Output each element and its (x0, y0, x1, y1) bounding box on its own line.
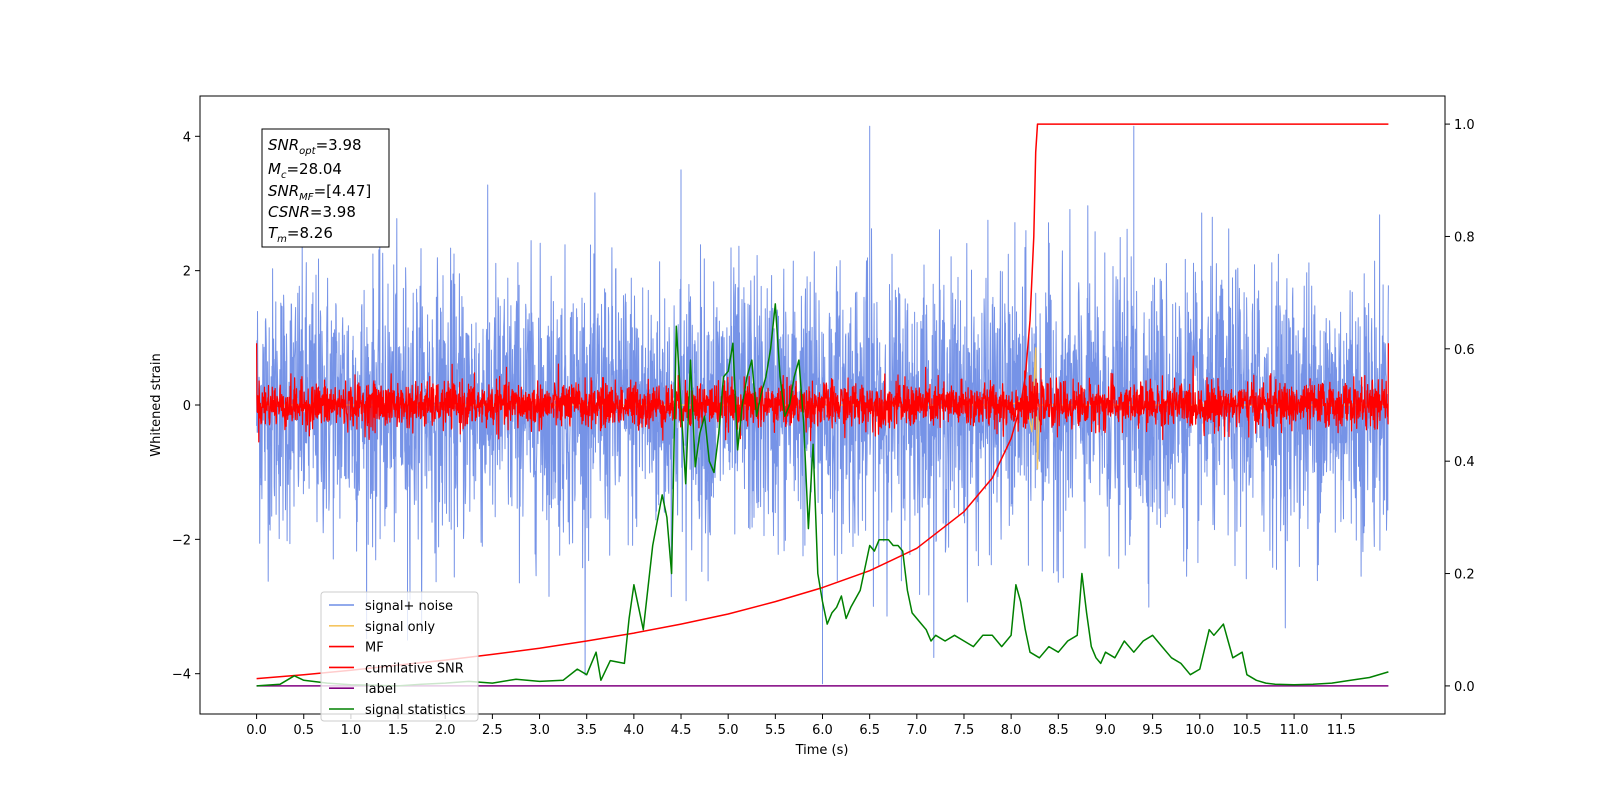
legend-label: signal statistics (365, 703, 466, 718)
x-axis-label: Time (s) (795, 743, 849, 758)
x-tick-label: 8.5 (1048, 723, 1069, 738)
annotation-snr-mf: SNRMF=[4.47] (268, 182, 371, 203)
annotation-mc: Mc=28.04 (268, 160, 342, 181)
y-right-tick-label: 0.0 (1454, 680, 1475, 695)
legend-label: label (365, 682, 396, 697)
y-axis-right: 0.0 0.2 0.4 0.6 0.8 1.0 (1445, 118, 1475, 695)
y-right-tick-label: 1.0 (1454, 118, 1475, 133)
y-left-tick-label: −2 (172, 533, 191, 548)
x-tick-label: 0.5 (293, 723, 314, 738)
y-left-tick-label: −4 (172, 668, 191, 683)
legend-frame (320, 591, 479, 722)
x-tick-label: 3.5 (576, 723, 597, 738)
x-tick-label: 7.0 (906, 723, 927, 738)
x-tick-label: 0.0 (246, 723, 267, 738)
y-right-tick-label: 0.4 (1454, 455, 1475, 470)
series-signal-statistics (256, 303, 1389, 687)
legend-label: cumilative SNR (365, 661, 464, 676)
legend-label: signal+ noise (365, 599, 453, 614)
x-tick-label: 2.5 (482, 723, 503, 738)
series-mf (256, 343, 1389, 443)
x-tick-label: 3.0 (529, 723, 550, 738)
x-tick-label: 9.0 (1095, 723, 1116, 738)
x-tick-label: 5.5 (765, 723, 786, 738)
x-tick-label: 2.0 (435, 723, 456, 738)
y-right-tick-label: 0.6 (1454, 343, 1475, 358)
annotation-box: SNRopt=3.98 Mc=28.04 SNRMF=[4.47] CSNR=3… (261, 128, 390, 248)
x-tick-label: 7.5 (954, 723, 975, 738)
x-tick-label: 5.0 (718, 723, 739, 738)
x-tick-label: 10.0 (1185, 723, 1214, 738)
x-tick-label: 6.5 (859, 723, 880, 738)
y-left-tick-label: 4 (183, 130, 191, 145)
legend-items: signal+ noise signal only MF cumilative SNR… (329, 599, 466, 718)
x-tick-label: 4.5 (671, 723, 692, 738)
x-tick-label: 8.0 (1001, 723, 1022, 738)
x-tick-label: 9.5 (1142, 723, 1163, 738)
x-tick-label: 1.5 (388, 723, 409, 738)
annotation-tm: Tm=8.26 (268, 224, 333, 245)
x-tick-label: 11.5 (1327, 723, 1356, 738)
y-axis-label: Whitened strain (149, 353, 164, 456)
x-tick-label: 6.0 (812, 723, 833, 738)
legend-label: MF (365, 641, 384, 656)
annotation-csnr: CSNR=3.98 (268, 203, 356, 221)
y-left-tick-label: 2 (183, 265, 191, 280)
x-tick-label: 11.0 (1280, 723, 1309, 738)
x-tick-label: 1.0 (341, 723, 362, 738)
x-tick-label: 10.5 (1232, 723, 1261, 738)
y-left-tick-label: 0 (183, 399, 191, 414)
series-signal-noise (256, 125, 1389, 685)
x-tick-label: 4.0 (624, 723, 645, 738)
y-right-tick-label: 0.2 (1454, 568, 1475, 583)
y-right-tick-label: 0.8 (1454, 230, 1475, 245)
legend: signal+ noise signal only MF cumilative SNR… (320, 591, 479, 722)
annotation-frame (261, 128, 390, 248)
annotation-snr-opt: SNRopt=3.98 (268, 136, 362, 157)
y-axis-left: −4 −2 0 2 4 (172, 130, 200, 683)
x-axis: 0.0 0.5 1.0 1.5 2.0 2.5 3.0 3.5 4.0 4.5 5.0 5.5 6.0 6… (246, 714, 1356, 738)
legend-label: signal only (365, 620, 435, 635)
